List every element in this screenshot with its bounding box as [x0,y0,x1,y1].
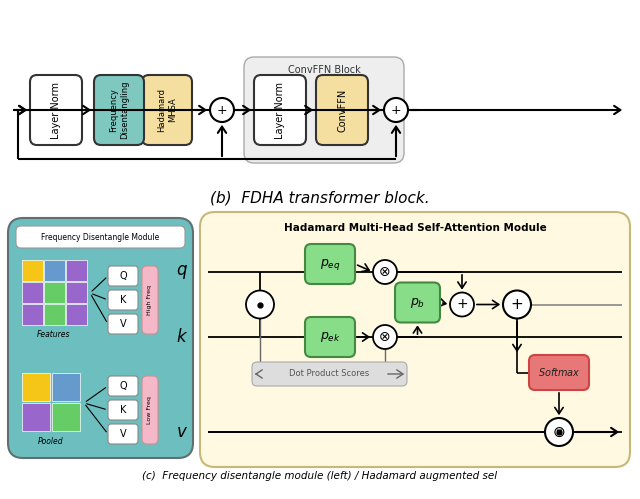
FancyBboxPatch shape [108,314,138,334]
Text: Low Freq: Low Freq [147,396,152,424]
Text: High Freq: High Freq [147,285,152,315]
Circle shape [373,325,397,349]
FancyBboxPatch shape [252,362,407,386]
FancyBboxPatch shape [142,376,158,444]
Circle shape [384,98,408,122]
Text: ConvFFN: ConvFFN [337,88,347,132]
Bar [52,403,80,431]
FancyBboxPatch shape [142,75,192,145]
Text: K: K [120,295,126,305]
FancyBboxPatch shape [108,266,138,286]
Text: Hadamard Multi-Head Self-Attention Module: Hadamard Multi-Head Self-Attention Modul… [284,223,547,233]
FancyBboxPatch shape [244,57,404,163]
Text: Layer Norm: Layer Norm [275,81,285,139]
FancyBboxPatch shape [316,75,368,145]
Bar [22,260,43,281]
Text: ⊗: ⊗ [379,330,391,344]
FancyBboxPatch shape [529,355,589,390]
FancyBboxPatch shape [305,317,355,357]
Bar [44,282,65,303]
Text: $k$: $k$ [176,328,188,346]
Text: $p_{eq}$: $p_{eq}$ [320,256,340,271]
Circle shape [373,260,397,284]
Text: Features: Features [37,330,71,339]
FancyBboxPatch shape [108,290,138,310]
Circle shape [545,418,573,446]
Bar [52,373,80,401]
Bar [22,282,43,303]
Bar [22,304,43,325]
FancyBboxPatch shape [108,424,138,444]
Text: Pooled: Pooled [38,437,64,446]
Bar [44,260,65,281]
Text: V: V [120,429,126,439]
Text: Hadamard
MHSA: Hadamard MHSA [157,88,177,132]
Circle shape [450,292,474,316]
FancyBboxPatch shape [254,75,306,145]
FancyBboxPatch shape [142,266,158,334]
Text: $\mathit{Softmax}$: $\mathit{Softmax}$ [538,366,580,379]
Text: +: + [390,103,401,116]
Text: Layer Norm: Layer Norm [51,81,61,139]
Bar [66,282,87,303]
Bar [44,304,65,325]
Text: +: + [511,297,524,312]
Text: Q: Q [119,271,127,281]
Text: $v$: $v$ [176,423,188,441]
Text: +: + [456,297,468,311]
FancyBboxPatch shape [8,218,193,458]
Text: $p_{ek}$: $p_{ek}$ [319,330,340,344]
Text: $q$: $q$ [176,263,188,281]
FancyBboxPatch shape [16,226,185,248]
Text: Dot Product Scores: Dot Product Scores [289,369,370,379]
Bar [66,260,87,281]
FancyBboxPatch shape [200,212,630,467]
Bar [22,403,50,431]
Text: V: V [120,319,126,329]
FancyBboxPatch shape [108,376,138,396]
Circle shape [210,98,234,122]
Text: Frequency
Disentangling: Frequency Disentangling [109,81,129,139]
Text: Frequency Disentangle Module: Frequency Disentangle Module [42,233,159,242]
Text: +: + [217,103,227,116]
Circle shape [503,290,531,318]
Bar [22,373,50,401]
FancyBboxPatch shape [305,244,355,284]
Text: ⊗: ⊗ [552,425,565,440]
Text: ConvFFN Block: ConvFFN Block [287,65,360,75]
Text: K: K [120,405,126,415]
Text: Q: Q [119,381,127,391]
Circle shape [246,290,274,318]
FancyBboxPatch shape [395,282,440,322]
Bar [66,304,87,325]
Text: (b)  FDHA transformer block.: (b) FDHA transformer block. [210,191,430,206]
FancyBboxPatch shape [30,75,82,145]
Text: $p_b$: $p_b$ [410,295,425,309]
Text: ⊗: ⊗ [379,265,391,279]
FancyBboxPatch shape [94,75,144,145]
Text: (c)  Frequency disentangle module (left) / Hadamard augmented sel: (c) Frequency disentangle module (left) … [143,471,497,481]
FancyBboxPatch shape [108,400,138,420]
